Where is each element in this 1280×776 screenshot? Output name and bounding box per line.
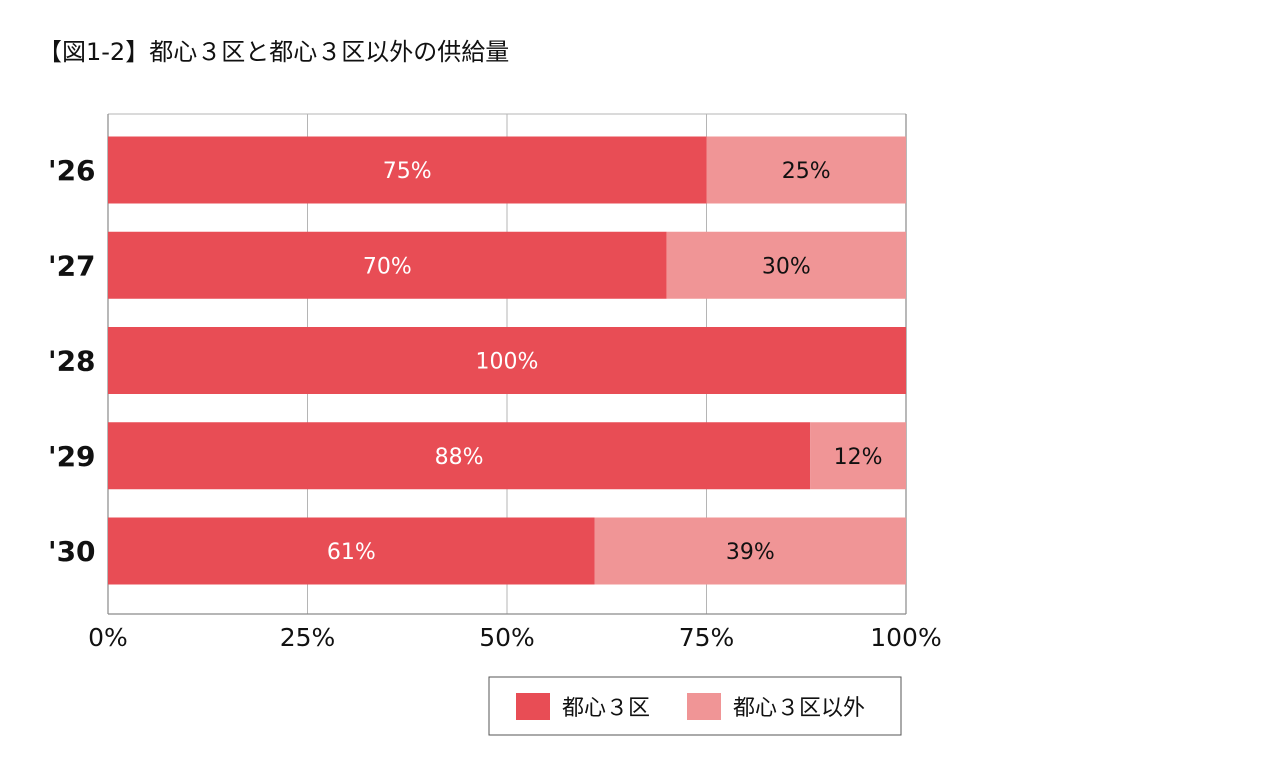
bars: 75% 25% 70% 30% 100% 88% 12% 61% 39% (108, 136, 906, 585)
category-label: '27 (48, 249, 96, 282)
legend-label: 都心３区以外 (733, 696, 865, 721)
bar-segment (108, 231, 667, 299)
legend-label: 都心３区 (562, 696, 650, 721)
bar-segment (108, 327, 906, 394)
x-tick-label: 25% (280, 623, 336, 652)
legend-swatch (516, 693, 550, 720)
category-label: '29 (48, 440, 96, 473)
legend: 都心３区 都心３区以外 (488, 676, 902, 736)
data-label: 88% (435, 445, 484, 470)
category-labels: '26 '27 '28 '29 '30 (48, 154, 96, 568)
x-tick-label: 0% (88, 623, 128, 652)
x-tick-labels: 0% 25% 50% 75% 100% (88, 623, 942, 652)
bar-segment (108, 136, 707, 204)
category-label: '28 (48, 345, 96, 378)
chart-title: 【図1-2】都心３区と都心３区以外の供給量 (38, 38, 509, 66)
x-tick-label: 75% (679, 623, 735, 652)
data-label: 70% (363, 254, 412, 279)
category-label: '26 (48, 154, 96, 187)
data-label: 30% (762, 254, 811, 279)
data-label: 25% (782, 159, 831, 184)
x-tick-label: 50% (479, 623, 535, 652)
data-label: 12% (834, 445, 883, 470)
bar-segment (706, 136, 906, 204)
legend-swatch (687, 693, 721, 720)
category-label: '30 (48, 535, 96, 568)
bar-segment (666, 231, 906, 299)
bar-segment (108, 422, 811, 490)
data-label: 61% (327, 540, 376, 565)
bar-segment (108, 517, 595, 585)
bar-segment (810, 422, 906, 490)
data-label: 39% (726, 540, 775, 565)
bar-segment (594, 517, 906, 585)
data-label: 100% (476, 350, 539, 375)
data-label: 75% (383, 159, 432, 184)
x-tick-label: 100% (870, 623, 941, 652)
